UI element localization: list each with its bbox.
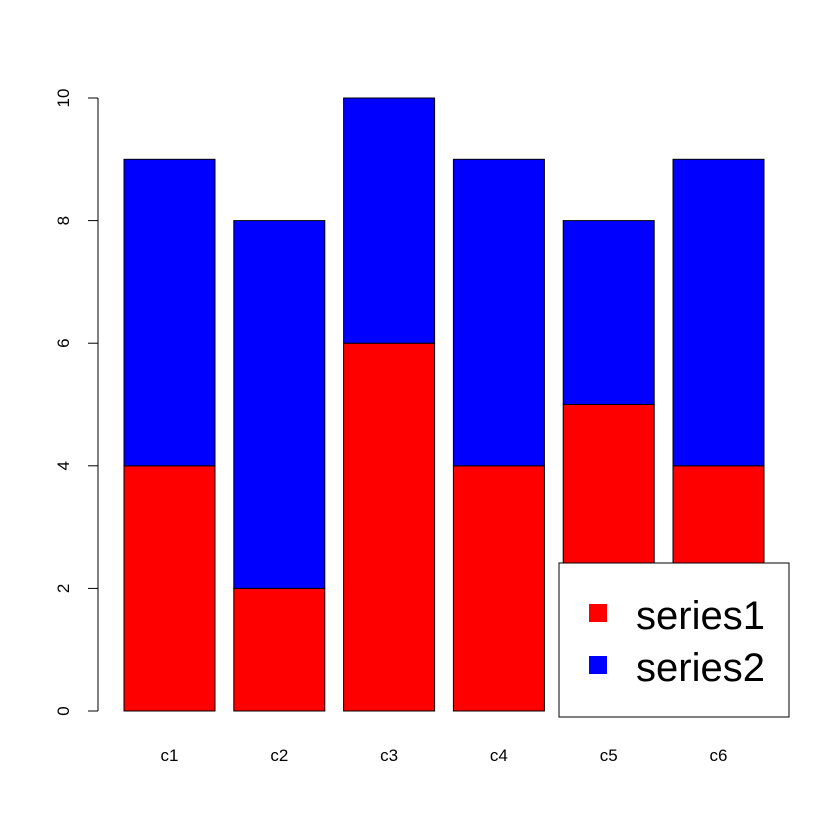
legend: series1 series2 <box>558 562 790 718</box>
bar-series1-c1 <box>123 465 216 712</box>
bar-series2-c6 <box>672 158 765 467</box>
x-category-label: c2 <box>270 746 288 765</box>
bar-group <box>123 97 765 712</box>
y-tick-label: 4 <box>54 461 73 470</box>
y-tick-label: 6 <box>54 338 73 347</box>
y-tick-label: 0 <box>54 706 73 715</box>
x-category-label: c5 <box>600 746 618 765</box>
y-tick-label: 2 <box>54 584 73 593</box>
x-category-label: c3 <box>380 746 398 765</box>
y-tick-label: 10 <box>54 89 73 108</box>
bar-series2-c1 <box>123 158 216 467</box>
legend-label-series2: series2 <box>636 646 765 690</box>
bar-series1-c4 <box>452 465 545 712</box>
legend-swatch-series1 <box>589 604 607 622</box>
legend-label-series1: series1 <box>636 594 765 638</box>
legend-box <box>558 562 790 718</box>
x-axis-labels: c1 c2 c3 c4 c5 c6 <box>161 746 728 765</box>
bar-series1-c2 <box>233 587 326 712</box>
y-axis: 0 2 4 6 8 10 <box>54 89 99 716</box>
bar-series2-c5 <box>562 220 655 405</box>
x-category-label: c4 <box>490 746 508 765</box>
legend-swatch-series2 <box>589 656 607 674</box>
y-tick-label: 8 <box>54 216 73 225</box>
x-category-label: c1 <box>161 746 179 765</box>
bar-series2-c2 <box>233 220 326 589</box>
bar-series2-c3 <box>343 97 436 344</box>
x-category-label: c6 <box>710 746 728 765</box>
bar-series1-c3 <box>343 342 436 712</box>
bar-series2-c4 <box>452 158 545 467</box>
